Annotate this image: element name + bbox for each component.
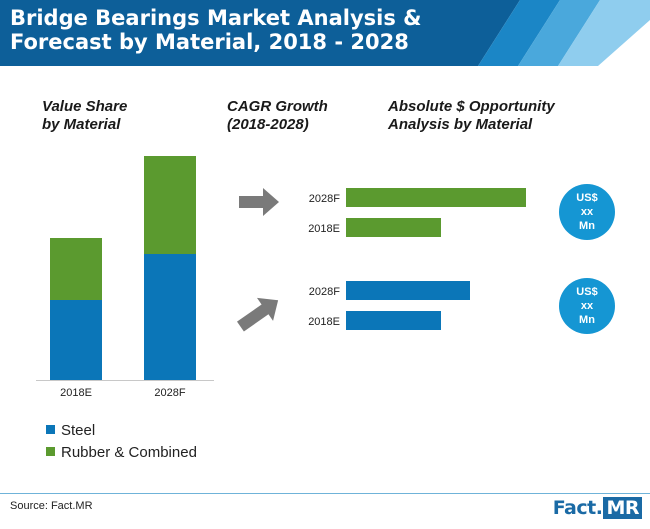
legend-swatch-steel [46, 425, 55, 434]
bar-2018e-steel [50, 300, 102, 380]
legend-label-steel: Steel [61, 422, 96, 439]
badge-text: US$ [576, 192, 597, 204]
legend-label-rubber: Rubber & Combined [61, 444, 197, 461]
badge-text: xx [581, 206, 594, 218]
x-tick-label: 2018E [60, 387, 92, 399]
factmr-logo: Fact. MR [553, 497, 642, 519]
badge-text: Mn [579, 314, 595, 326]
bar-2028f-steel [144, 254, 196, 380]
header-banner [0, 0, 650, 66]
hbar-label: 2028F [309, 193, 340, 205]
legend-item-rubber: Rubber & Combined [46, 444, 197, 461]
badge-text: Mn [579, 220, 595, 232]
bar-2028f-rubber [144, 156, 196, 254]
source-note: Source: Fact.MR [10, 500, 93, 512]
cagr-arrow-diagonal [237, 297, 279, 332]
hbar-label: 2028F [309, 286, 340, 298]
cagr-arrow-up-right-top [239, 188, 279, 216]
header-stripe-1 [478, 0, 560, 66]
legend-swatch-rubber [46, 447, 55, 456]
opportunity-badge-rubber [559, 184, 615, 240]
hbar-rubber-2018e [346, 218, 441, 237]
header-stripe-2 [518, 0, 600, 66]
badge-text: US$ [576, 286, 597, 298]
cagr-heading: CAGR Growth (2018-2028) [227, 98, 328, 133]
cagr-arrow-diagonal-shape [237, 297, 279, 332]
badge-text: xx [581, 300, 594, 312]
page-title: Bridge Bearings Market Analysis & Foreca… [10, 6, 422, 54]
hbar-label: 2018E [308, 223, 340, 235]
legend-item-steel: Steel [46, 422, 95, 439]
logo-text-fact: Fact [552, 497, 597, 519]
opportunity-heading: Absolute $ Opportunity Analysis by Mater… [388, 98, 555, 133]
hbar-rubber-2028f [346, 188, 526, 207]
hbar-steel-2018e [346, 311, 441, 330]
header-dark-band [0, 0, 520, 66]
footer-divider [0, 493, 650, 494]
logo-text-mr: MR [603, 497, 642, 519]
hbar-steel-2028f [346, 281, 470, 300]
header-stripe-3 [558, 0, 650, 66]
hbar-label: 2018E [308, 316, 340, 328]
opportunity-badge-steel [559, 278, 615, 334]
x-tick-label: 2028F [154, 387, 185, 399]
value-share-heading: Value Share by Material [42, 98, 128, 133]
bar-2018e-rubber [50, 238, 102, 300]
